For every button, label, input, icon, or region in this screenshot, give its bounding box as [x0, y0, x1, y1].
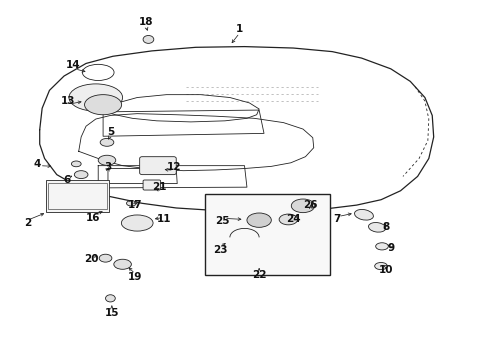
Ellipse shape: [114, 259, 131, 269]
Text: 2: 2: [24, 218, 31, 228]
Ellipse shape: [100, 138, 114, 146]
Text: 26: 26: [303, 200, 317, 210]
Ellipse shape: [99, 254, 112, 262]
Ellipse shape: [354, 210, 373, 220]
FancyBboxPatch shape: [46, 180, 109, 212]
Ellipse shape: [279, 214, 297, 225]
Text: 14: 14: [65, 60, 80, 70]
Ellipse shape: [98, 155, 116, 165]
Text: 23: 23: [212, 245, 227, 255]
Text: 4: 4: [34, 159, 41, 169]
Text: 15: 15: [104, 308, 119, 318]
Ellipse shape: [84, 95, 122, 115]
Text: 1: 1: [236, 24, 243, 35]
Text: 17: 17: [127, 200, 142, 210]
Text: 25: 25: [215, 216, 229, 226]
Text: 7: 7: [333, 215, 340, 224]
Text: 6: 6: [63, 175, 70, 185]
Text: 22: 22: [251, 270, 266, 280]
Ellipse shape: [126, 201, 136, 206]
Text: 19: 19: [127, 272, 142, 282]
Ellipse shape: [375, 243, 387, 250]
Ellipse shape: [74, 171, 88, 179]
Text: 20: 20: [83, 254, 98, 264]
Text: 13: 13: [61, 96, 75, 106]
Ellipse shape: [69, 84, 122, 111]
Ellipse shape: [121, 215, 153, 231]
Text: 5: 5: [106, 127, 114, 136]
Text: 18: 18: [139, 17, 153, 27]
Text: 12: 12: [166, 162, 181, 172]
Ellipse shape: [105, 295, 115, 302]
Ellipse shape: [291, 199, 314, 213]
Ellipse shape: [374, 262, 386, 270]
Text: 3: 3: [104, 162, 111, 172]
Bar: [205, 194, 329, 275]
Text: 10: 10: [378, 265, 392, 275]
Text: 24: 24: [285, 215, 300, 224]
Ellipse shape: [143, 36, 154, 43]
Text: 9: 9: [386, 243, 393, 253]
Text: 21: 21: [152, 182, 166, 192]
FancyBboxPatch shape: [143, 180, 160, 190]
Text: 8: 8: [382, 222, 389, 231]
Ellipse shape: [71, 161, 81, 167]
Ellipse shape: [246, 213, 271, 227]
Text: 11: 11: [157, 215, 171, 224]
Ellipse shape: [368, 222, 385, 232]
Text: 16: 16: [86, 213, 101, 222]
FancyBboxPatch shape: [140, 157, 176, 175]
